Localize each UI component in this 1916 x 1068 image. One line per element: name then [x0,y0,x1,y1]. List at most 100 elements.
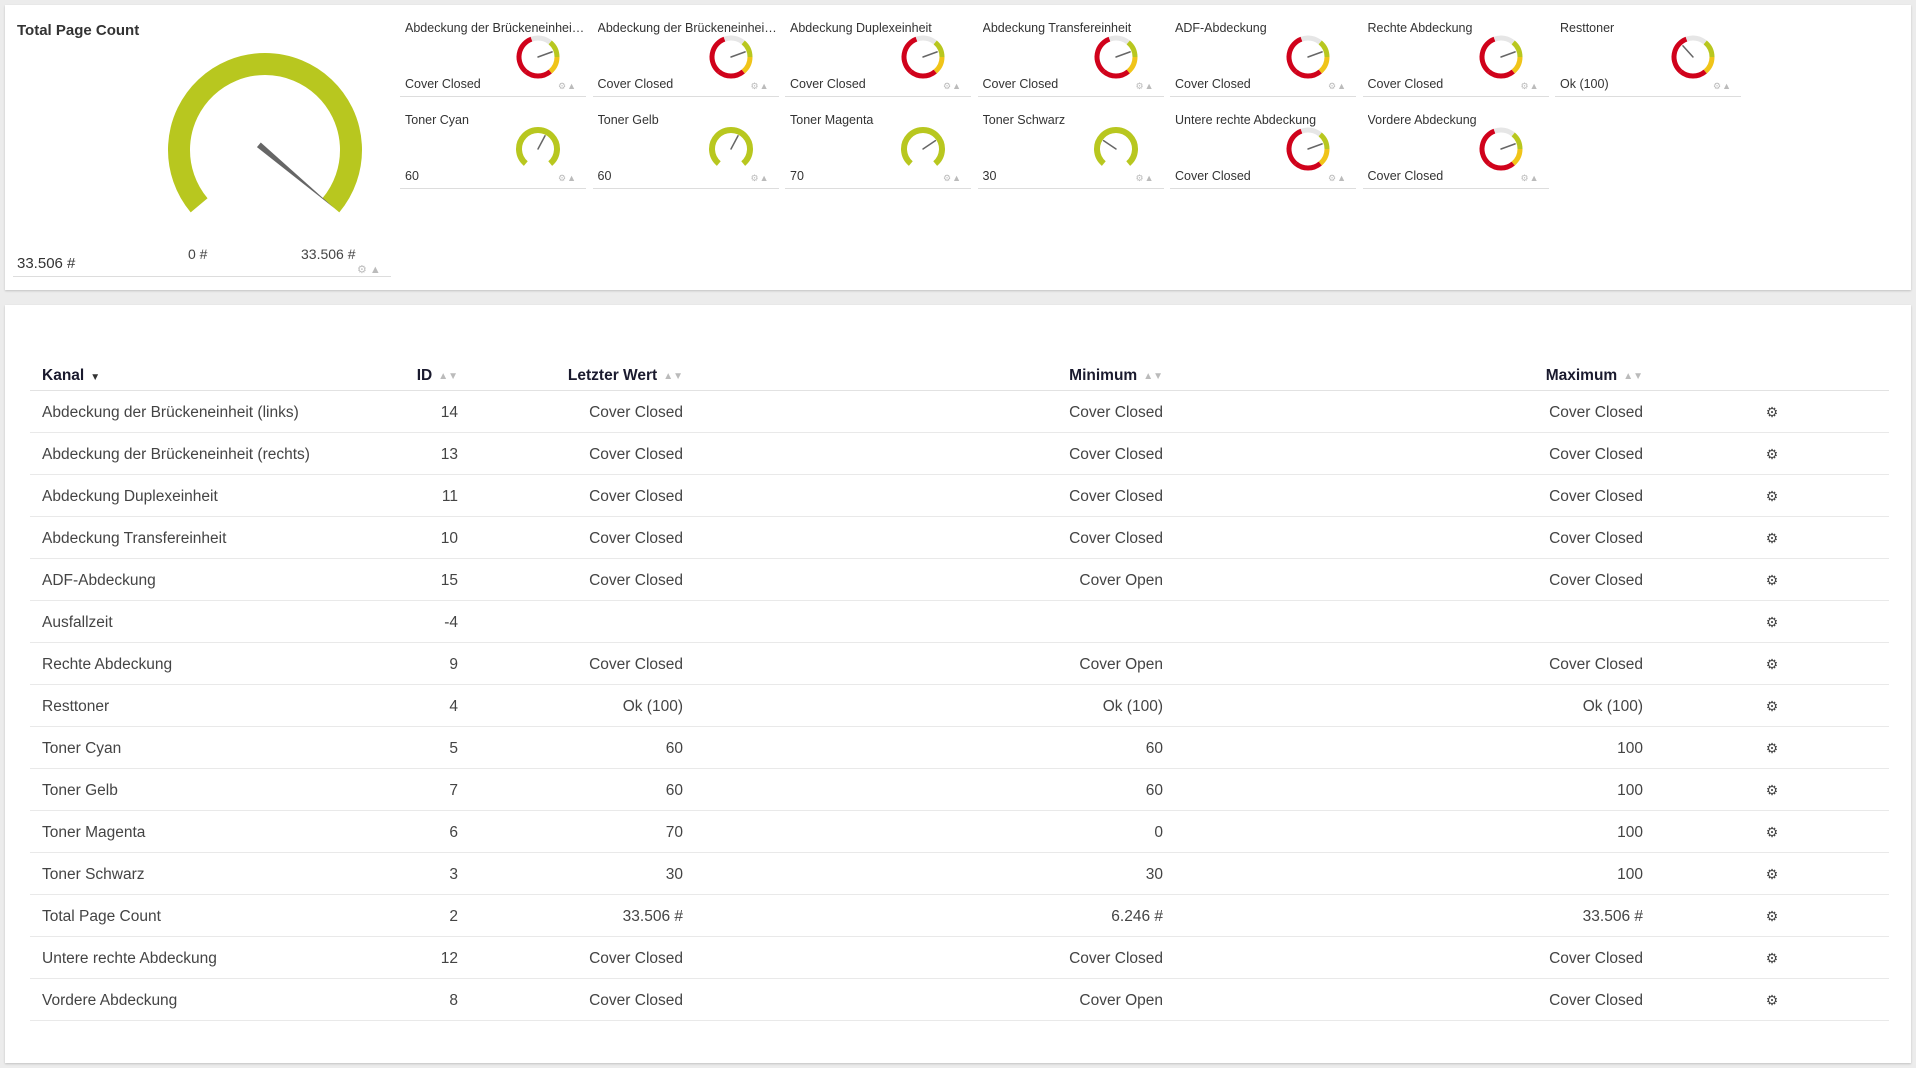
gauge-tile[interactable]: Abdeckung der Brückeneinheit (rechts) Cov… [592,5,779,97]
table-row[interactable]: Toner Magenta 6 70 0 100 ⚙ [30,810,1889,853]
table-row[interactable]: Toner Cyan 5 60 60 100 ⚙ [30,726,1889,769]
gauge-needle [1307,51,1323,58]
table-row[interactable]: Untere rechte Abdeckung 12 Cover Closed Cov… [30,936,1889,979]
cell-kanal[interactable]: Vordere Abdeckung [30,978,360,1021]
channel-settings-icon[interactable]: ⚙ [1765,698,1779,714]
cell-kanal[interactable]: Toner Magenta [30,810,360,853]
cell-kanal[interactable]: Abdeckung der Brückeneinheit (rechts) [30,432,360,475]
cell-kanal[interactable]: Resttoner [30,684,360,727]
gauge-needle [537,51,553,58]
gauge-settings-icons[interactable]: ⚙▲ [750,81,770,91]
cell-minimum: 60 [695,768,1175,811]
table-row[interactable]: Vordere Abdeckung 8 Cover Closed Cover Open… [30,978,1889,1021]
gauge-value: Cover Closed [597,77,674,91]
cell-maximum: Cover Closed [1175,390,1655,433]
table-row[interactable]: Toner Gelb 7 60 60 100 ⚙ [30,768,1889,811]
channel-settings-icon[interactable]: ⚙ [1765,572,1779,588]
total-page-count-gauge[interactable]: Total Page Count 0 # 33.506 # 33.506 # ⚙… [5,5,395,290]
gauge-settings-icons[interactable]: ⚙ ▲ [357,264,381,276]
cell-actions: ⚙ [1655,978,1889,1021]
gauge-settings-icons[interactable]: ⚙▲ [1520,173,1540,183]
gauge-settings-icons[interactable]: ⚙▲ [1520,81,1540,91]
header-id[interactable]: ID ▲▼ [360,355,470,391]
table-row[interactable]: Resttoner 4 Ok (100) Ok (100) Ok (100) ⚙ [30,684,1889,727]
channel-settings-icon[interactable]: ⚙ [1765,404,1779,420]
cell-kanal[interactable]: Toner Gelb [30,768,360,811]
gauge-tile[interactable]: Abdeckung der Brückeneinheit (links) Cove… [400,5,586,97]
cell-kanal[interactable]: Rechte Abdeckung [30,642,360,685]
table-row[interactable]: Ausfallzeit -4 ⚙ [30,600,1889,643]
channel-settings-icon[interactable]: ⚙ [1765,992,1779,1008]
header-letzter-wert[interactable]: Letzter Wert ▲▼ [470,355,695,391]
header-label: Maximum [1545,367,1618,385]
channel-settings-icon[interactable]: ⚙ [1765,908,1779,924]
channel-settings-icon[interactable]: ⚙ [1765,656,1779,672]
gauge-settings-icons[interactable]: ⚙▲ [1328,173,1347,183]
gauge-value: 60 [405,169,419,183]
gauge-tile[interactable]: Untere rechte Abdeckung Cover Closed ⚙▲ [1170,97,1356,189]
gauge-tile[interactable]: Toner Cyan 60 ⚙▲ [400,97,586,189]
channel-settings-icon[interactable]: ⚙ [1765,950,1779,966]
gauge-tile[interactable]: Abdeckung Duplexeinheit Cover Closed ⚙▲ [785,5,971,97]
gauge-tile[interactable]: Abdeckung Transfereinheit Cover Closed ⚙▲ [977,5,1164,97]
cell-kanal[interactable]: Abdeckung Transfereinheit [30,516,360,559]
gauge-needle [729,51,746,58]
gauge-settings-icons[interactable]: ⚙▲ [1135,173,1155,183]
gauge-label: Abdeckung der Brückeneinheit (rechts) [597,21,778,35]
channel-settings-icon[interactable]: ⚙ [1765,614,1779,630]
channel-settings-icon[interactable]: ⚙ [1765,530,1779,546]
gauge-tile[interactable]: Vordere Abdeckung Cover Closed ⚙▲ [1362,97,1549,189]
cell-kanal[interactable]: ADF-Abdeckung [30,558,360,601]
gauge-tile[interactable]: Toner Magenta 70 ⚙▲ [785,97,971,189]
gauge-settings-icons[interactable]: ⚙▲ [1328,81,1347,91]
gauge-settings-icons[interactable]: ⚙▲ [1135,81,1155,91]
cell-maximum: Cover Closed [1175,558,1655,601]
gauge-tile[interactable]: Toner Schwarz 30 ⚙▲ [977,97,1164,189]
gauge-red-segment [1679,69,1707,79]
channel-settings-icon[interactable]: ⚙ [1765,782,1779,798]
gauge-gray-segment [1108,35,1130,45]
cell-id: 15 [360,558,470,601]
channel-settings-icon[interactable]: ⚙ [1765,446,1779,462]
gauge-settings-icons[interactable]: ⚙▲ [1713,81,1732,91]
cell-kanal[interactable]: Toner Cyan [30,726,360,769]
cell-kanal[interactable]: Toner Schwarz [30,852,360,895]
cell-kanal[interactable]: Ausfallzeit [30,600,360,643]
channel-settings-icon[interactable]: ⚙ [1765,866,1779,882]
gauge-settings-icons[interactable]: ⚙▲ [750,173,770,183]
header-label: Minimum [1069,367,1138,385]
table-row[interactable]: Rechte Abdeckung 9 Cover Closed Cover Open C… [30,642,1889,685]
gauge-max-label: 33.506 # [301,246,356,262]
table-row[interactable]: Total Page Count 2 33.506 #6.246 #33.506 #… [30,894,1889,937]
table-row[interactable]: ADF-Abdeckung 15 Cover Closed Cover Open Cov… [30,558,1889,601]
cell-kanal[interactable]: Total Page Count [30,894,360,937]
gauge-label: Untere rechte Abdeckung [1175,113,1317,127]
table-row[interactable]: Abdeckung Duplexeinheit 11 Cover Closed Cov… [30,474,1889,517]
cell-kanal[interactable]: Abdeckung Duplexeinheit [30,474,360,517]
header-kanal[interactable]: Kanal ▼ [30,355,360,391]
gauge-tile[interactable]: Resttoner Ok (100) ⚙▲ [1555,5,1741,97]
gauge-settings-icons[interactable]: ⚙▲ [558,173,577,183]
gauge-settings-icons[interactable]: ⚙▲ [558,81,577,91]
channel-settings-icon[interactable]: ⚙ [1765,488,1779,504]
gauge-title: Total Page Count [17,22,140,39]
gauge-tile[interactable]: Toner Gelb 60 ⚙▲ [592,97,779,189]
cell-minimum: Cover Open [695,558,1175,601]
cell-actions: ⚙ [1655,726,1889,769]
gauge-gray-segment [1493,127,1515,137]
gauge-tile[interactable]: ADF-Abdeckung Cover Closed ⚙▲ [1170,5,1356,97]
channel-settings-icon[interactable]: ⚙ [1765,824,1779,840]
table-row[interactable]: Abdeckung der Brückeneinheit (rechts) 13 C… [30,432,1889,475]
table-row[interactable]: Toner Schwarz 3 30 30 100 ⚙ [30,852,1889,895]
gauge-settings-icons[interactable]: ⚙▲ [943,81,962,91]
cell-kanal[interactable]: Abdeckung der Brückeneinheit (links) [30,390,360,433]
table-row[interactable]: Abdeckung Transfereinheit 10 Cover Closed C… [30,516,1889,559]
header-minimum[interactable]: Minimum ▲▼ [695,355,1175,391]
channel-settings-icon[interactable]: ⚙ [1765,740,1779,756]
cell-kanal[interactable]: Untere rechte Abdeckung [30,936,360,979]
header-maximum[interactable]: Maximum ▲▼ [1175,355,1655,391]
table-row[interactable]: Abdeckung der Brückeneinheit (links) 14 Co… [30,390,1889,433]
gauge-settings-icons[interactable]: ⚙▲ [943,173,962,183]
gauge-tile[interactable]: Rechte Abdeckung Cover Closed ⚙▲ [1362,5,1549,97]
cell-minimum: Cover Closed [695,432,1175,475]
